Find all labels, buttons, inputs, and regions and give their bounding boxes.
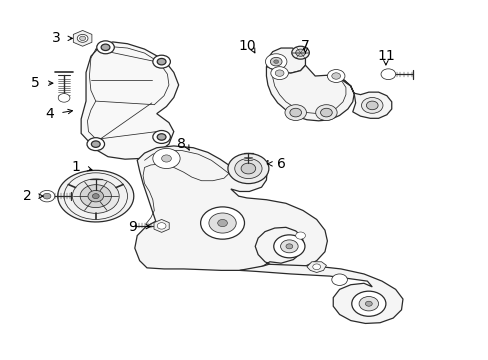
Circle shape: [380, 69, 395, 80]
Circle shape: [77, 35, 88, 42]
Circle shape: [80, 185, 111, 208]
Polygon shape: [266, 65, 353, 121]
Circle shape: [157, 134, 165, 140]
Circle shape: [265, 54, 286, 69]
Circle shape: [157, 223, 165, 229]
Circle shape: [80, 36, 85, 41]
Circle shape: [87, 138, 104, 150]
Circle shape: [273, 235, 305, 258]
Circle shape: [157, 58, 165, 65]
Polygon shape: [81, 42, 178, 159]
Circle shape: [227, 153, 268, 184]
Circle shape: [101, 44, 110, 50]
Circle shape: [365, 301, 371, 306]
Circle shape: [270, 57, 282, 66]
Text: 2: 2: [23, 189, 32, 203]
Circle shape: [234, 158, 262, 179]
Circle shape: [200, 207, 244, 239]
Circle shape: [153, 55, 170, 68]
Polygon shape: [239, 264, 402, 323]
Text: 4: 4: [45, 107, 54, 121]
Circle shape: [285, 105, 306, 121]
Text: 8: 8: [176, 137, 185, 151]
Text: 6: 6: [276, 157, 285, 171]
Circle shape: [351, 291, 385, 316]
Polygon shape: [306, 262, 326, 273]
Circle shape: [58, 94, 70, 102]
Circle shape: [88, 190, 103, 202]
Circle shape: [295, 232, 305, 239]
Text: 10: 10: [238, 39, 255, 53]
Circle shape: [327, 69, 344, 82]
Circle shape: [312, 264, 320, 270]
Text: 11: 11: [376, 49, 394, 63]
Circle shape: [270, 67, 288, 80]
Circle shape: [275, 70, 284, 76]
Text: 7: 7: [301, 39, 309, 53]
Circle shape: [72, 179, 119, 213]
Polygon shape: [135, 146, 327, 270]
Circle shape: [43, 193, 51, 199]
Circle shape: [285, 244, 292, 249]
Circle shape: [91, 141, 100, 147]
Text: 9: 9: [128, 220, 137, 234]
Circle shape: [358, 297, 378, 311]
Circle shape: [217, 220, 227, 226]
Circle shape: [289, 108, 301, 117]
Polygon shape: [73, 31, 92, 46]
Text: 5: 5: [31, 76, 40, 90]
Circle shape: [295, 49, 305, 56]
Circle shape: [331, 73, 340, 79]
Circle shape: [361, 98, 382, 113]
Circle shape: [366, 101, 377, 110]
Polygon shape: [335, 76, 391, 118]
Polygon shape: [266, 48, 305, 73]
Circle shape: [320, 108, 331, 117]
Circle shape: [331, 274, 346, 285]
Polygon shape: [154, 220, 169, 232]
Text: 1: 1: [72, 161, 81, 175]
Circle shape: [208, 213, 236, 233]
Circle shape: [97, 41, 114, 54]
Circle shape: [291, 46, 309, 59]
Circle shape: [153, 148, 180, 168]
Polygon shape: [58, 170, 134, 222]
Circle shape: [273, 60, 278, 63]
Circle shape: [92, 194, 99, 199]
Circle shape: [161, 155, 171, 162]
Circle shape: [153, 131, 170, 143]
Circle shape: [280, 240, 298, 253]
Circle shape: [241, 163, 255, 174]
Text: 3: 3: [52, 31, 61, 45]
Circle shape: [315, 105, 336, 121]
Circle shape: [39, 190, 55, 202]
